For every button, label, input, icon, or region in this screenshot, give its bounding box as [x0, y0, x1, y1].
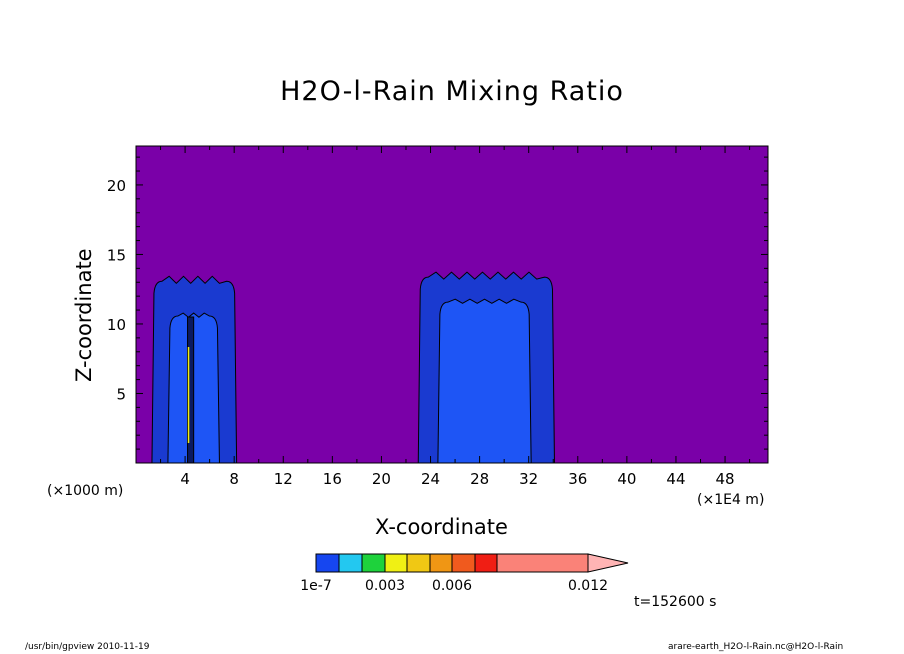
- time-label: t=152600 s: [634, 594, 717, 610]
- colorbar-extend-arrow: [587, 553, 629, 573]
- y-tick-label: 5: [116, 385, 126, 403]
- colorbar-swatch: [406, 553, 431, 573]
- x-tick-label: 36: [568, 470, 587, 488]
- x-tick-label: 32: [519, 470, 538, 488]
- y-tick-label: 10: [107, 316, 126, 334]
- colorbar-tick-label: 0.006: [432, 578, 472, 594]
- plot-frame: [135, 145, 769, 464]
- colorbar-tick-label: 0.003: [365, 578, 405, 594]
- right-cell-inner: [437, 298, 532, 464]
- colorbar-tick-label: 0.012: [568, 578, 608, 594]
- colorbar-swatch: [315, 553, 340, 573]
- colorbar-swatch: [451, 553, 476, 573]
- x-tick-label: 48: [716, 470, 735, 488]
- x-tick-label: 4: [180, 470, 190, 488]
- x-axis-label: X-coordinate: [375, 515, 508, 539]
- colorbar-swatch: [384, 553, 408, 573]
- colorbar-swatch: [338, 553, 363, 573]
- x-tick-label: 8: [229, 470, 239, 488]
- y-tick-label: 20: [107, 177, 126, 195]
- x-tick-label: 16: [323, 470, 342, 488]
- x-tick-label: 20: [372, 470, 391, 488]
- y-tick-label: 15: [107, 246, 126, 264]
- colorbar-swatch: [496, 553, 589, 573]
- footer-left: /usr/bin/gpview 2010-11-19: [25, 642, 150, 652]
- x-unit-left: (×1000 m): [47, 483, 124, 499]
- chart-title: H2O-l-Rain Mixing Ratio: [280, 76, 624, 107]
- x-unit-right: (×1E4 m): [697, 492, 765, 508]
- colorbar-swatch: [474, 553, 498, 573]
- colorbar-tick-label: 1e-7: [300, 578, 331, 594]
- x-tick-label: 40: [617, 470, 636, 488]
- x-tick-label: 44: [666, 470, 685, 488]
- colorbar-swatch: [361, 553, 386, 573]
- x-tick-label: 24: [421, 470, 440, 488]
- colorbar-swatch: [429, 553, 453, 573]
- x-tick-label: 12: [274, 470, 293, 488]
- x-tick-label: 28: [470, 470, 489, 488]
- footer-right: arare-earth_H2O-l-Rain.nc@H2O-l-Rain: [668, 642, 844, 652]
